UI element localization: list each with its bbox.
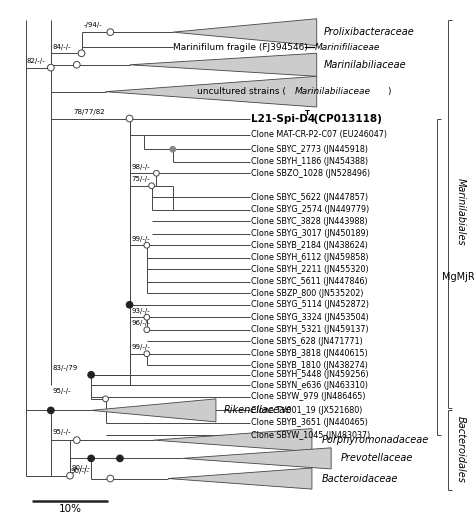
- Text: Prevotellaceae: Prevotellaceae: [341, 453, 413, 463]
- Circle shape: [107, 475, 114, 482]
- Circle shape: [144, 315, 150, 320]
- Text: Clone SBYN_e636 (JN463310): Clone SBYN_e636 (JN463310): [252, 381, 368, 390]
- Text: Bacteroidaceae: Bacteroidaceae: [321, 473, 398, 483]
- Text: -/94/-: -/94/-: [83, 23, 102, 28]
- Text: Clone SBYB_3651 (JN440465): Clone SBYB_3651 (JN440465): [252, 418, 368, 427]
- Text: (CP013118): (CP013118): [310, 114, 382, 124]
- Text: Clone SBYC_3828 (JN443988): Clone SBYC_3828 (JN443988): [252, 217, 368, 226]
- Text: 98/-/-: 98/-/-: [131, 164, 150, 169]
- Circle shape: [88, 455, 94, 462]
- Circle shape: [47, 64, 54, 71]
- Polygon shape: [154, 429, 312, 452]
- Text: Clone SBYG_3017 (JN450189): Clone SBYG_3017 (JN450189): [252, 229, 369, 238]
- Text: 99/-/-: 99/-/-: [131, 344, 150, 350]
- Text: Clone SBYB_2184 (JN438624): Clone SBYB_2184 (JN438624): [252, 241, 368, 250]
- Text: Prolixibacteraceae: Prolixibacteraceae: [323, 27, 414, 37]
- Text: L21-Spi-D4: L21-Spi-D4: [252, 114, 316, 124]
- Text: 99/-/-: 99/-/-: [131, 236, 150, 241]
- Text: Clone TV001_19 (JX521680): Clone TV001_19 (JX521680): [252, 406, 363, 415]
- Text: 90/-/-: 90/-/-: [70, 468, 89, 474]
- Text: Porphyromonadaceae: Porphyromonadaceae: [321, 435, 429, 445]
- Circle shape: [126, 301, 133, 308]
- Text: Clone SBYW_1045 (JN483037): Clone SBYW_1045 (JN483037): [252, 431, 371, 440]
- Circle shape: [78, 50, 85, 57]
- Text: Clone SBYS_628 (JN471771): Clone SBYS_628 (JN471771): [252, 337, 363, 346]
- Text: Rikenellaceae: Rikenellaceae: [224, 406, 292, 416]
- Text: 95/-/-: 95/-/-: [53, 429, 72, 436]
- Text: 93/-/-: 93/-/-: [131, 308, 150, 313]
- Text: Clone SBYH_2211 (JN455320): Clone SBYH_2211 (JN455320): [252, 265, 369, 274]
- Circle shape: [73, 62, 80, 68]
- Text: Clone SBZP_800 (JN535202): Clone SBZP_800 (JN535202): [252, 289, 364, 298]
- Polygon shape: [91, 399, 216, 422]
- Text: 96/-/-: 96/-/-: [131, 320, 150, 326]
- Text: MgMjR-022: MgMjR-022: [443, 272, 474, 282]
- Circle shape: [117, 455, 123, 462]
- Text: 10%: 10%: [58, 504, 82, 514]
- Text: Marinifiliaceae: Marinifiliaceae: [315, 43, 380, 52]
- Text: Clone SBYC_2773 (JN445918): Clone SBYC_2773 (JN445918): [252, 145, 368, 154]
- Text: 84/-/-: 84/-/-: [53, 44, 72, 49]
- Text: Clone MAT-CR-P2-C07 (EU246047): Clone MAT-CR-P2-C07 (EU246047): [252, 130, 387, 139]
- Text: Marinifilum fragile (FJ394546): Marinifilum fragile (FJ394546): [173, 43, 308, 52]
- Circle shape: [107, 29, 114, 35]
- Polygon shape: [182, 448, 331, 469]
- Polygon shape: [106, 76, 317, 107]
- Text: 75/-/-: 75/-/-: [131, 176, 150, 182]
- Polygon shape: [129, 53, 317, 76]
- Text: Marinilabiliaceae: Marinilabiliaceae: [295, 87, 371, 96]
- Circle shape: [67, 472, 73, 479]
- Polygon shape: [168, 468, 312, 489]
- Circle shape: [126, 115, 133, 122]
- Text: Clone SBYG_2574 (JN449779): Clone SBYG_2574 (JN449779): [252, 205, 370, 214]
- Text: Clone SBYB_3818 (JN440615): Clone SBYB_3818 (JN440615): [252, 349, 368, 358]
- Text: Clone SBYG_3324 (JN453504): Clone SBYG_3324 (JN453504): [252, 313, 369, 322]
- Circle shape: [154, 170, 159, 176]
- Text: 90/-/-: 90/-/-: [72, 465, 91, 471]
- Text: Marinilabiliaceae: Marinilabiliaceae: [323, 60, 406, 70]
- Text: Clone SBZO_1028 (JN528496): Clone SBZO_1028 (JN528496): [252, 169, 371, 178]
- Circle shape: [47, 407, 54, 414]
- Polygon shape: [173, 19, 317, 46]
- Text: uncultured strains (: uncultured strains (: [197, 87, 286, 96]
- Text: 83/-/79: 83/-/79: [53, 365, 78, 371]
- Circle shape: [149, 183, 155, 189]
- Text: Clone SBYH_5448 (JN459256): Clone SBYH_5448 (JN459256): [252, 370, 369, 379]
- Circle shape: [170, 146, 176, 152]
- Text: Clone SBYH_1186 (JN454388): Clone SBYH_1186 (JN454388): [252, 157, 369, 166]
- Circle shape: [144, 351, 150, 357]
- Circle shape: [103, 396, 109, 402]
- Text: Clone SBYG_5114 (JN452872): Clone SBYG_5114 (JN452872): [252, 300, 369, 309]
- Text: Clone SBYH_6112 (JN459858): Clone SBYH_6112 (JN459858): [252, 253, 369, 262]
- Circle shape: [144, 327, 150, 332]
- Text: ): ): [387, 87, 390, 96]
- Text: Clone SBYW_979 (JN486465): Clone SBYW_979 (JN486465): [252, 392, 366, 401]
- Text: Clone SBYH_5321 (JN459137): Clone SBYH_5321 (JN459137): [252, 325, 369, 334]
- Text: Clone SBYC_5611 (JN447846): Clone SBYC_5611 (JN447846): [252, 277, 368, 286]
- Text: 82/-/-: 82/-/-: [27, 58, 46, 64]
- Text: 95/-/-: 95/-/-: [53, 388, 72, 394]
- Text: Clone SBYC_5622 (JN447857): Clone SBYC_5622 (JN447857): [252, 193, 369, 202]
- Circle shape: [88, 371, 94, 378]
- Circle shape: [73, 437, 80, 443]
- Text: 78/77/82: 78/77/82: [74, 109, 106, 115]
- Text: Marinilabiales: Marinilabiales: [456, 178, 466, 246]
- Text: Clone SBYB_1810 (JN438274): Clone SBYB_1810 (JN438274): [252, 361, 368, 370]
- Text: T: T: [305, 109, 310, 116]
- Circle shape: [144, 242, 150, 248]
- Text: Bacteroidales: Bacteroidales: [456, 416, 466, 483]
